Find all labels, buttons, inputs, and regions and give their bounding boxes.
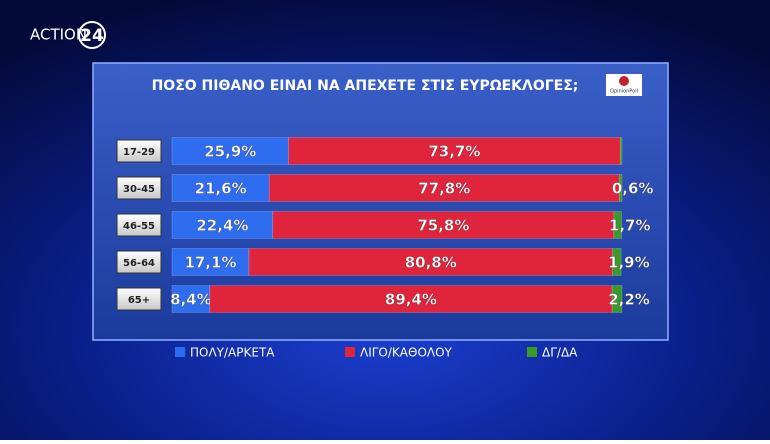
bar-segment (619, 174, 623, 202)
value-label: 22,4% (196, 217, 248, 235)
value-label: 21,6% (195, 180, 247, 198)
value-label: 8,4% (170, 291, 212, 309)
bar-segment (171, 248, 250, 276)
bar-segment (171, 174, 270, 202)
bar-segment (171, 285, 211, 313)
category-box (116, 176, 162, 200)
source-logo-mark (619, 76, 629, 86)
value-label: 0,6% (612, 180, 654, 198)
value-label: 89,4% (385, 291, 437, 309)
brand-ring (78, 21, 106, 49)
value-label: 17,1% (184, 254, 236, 272)
category-box (116, 213, 162, 237)
bar-segment (171, 137, 289, 165)
legend-label: ΔΓ/ΔΑ (542, 346, 578, 360)
category-label: 17-29 (123, 147, 155, 158)
source: OpinionPoll (610, 89, 638, 95)
value-label: 1,7% (609, 217, 651, 235)
value-label: 80,8% (405, 254, 457, 272)
bar-segment (248, 248, 613, 276)
legend-label: ΠΟΛΥ/ΑΡΚΕΤΑ (190, 346, 275, 360)
category-label: 56-64 (123, 258, 155, 269)
legend-label: ΛΙΓΟ/ΚΑΘΟΛΟΥ (360, 346, 453, 360)
category-box (116, 250, 162, 274)
bar-segment (272, 211, 615, 239)
bar-segment (171, 211, 274, 239)
legend-swatch (527, 347, 537, 357)
bar-segment (613, 211, 622, 239)
value-label: 2,2% (608, 291, 650, 309)
value-label: 77,8% (418, 180, 470, 198)
legend-swatch (175, 347, 185, 357)
category-box (116, 139, 162, 163)
value-label: 75,8% (417, 217, 469, 235)
brand-name: ACTION (30, 26, 87, 44)
category-label: 46-55 (123, 221, 155, 232)
legend-swatch (345, 347, 355, 357)
category-label: 30-45 (123, 184, 155, 195)
category-box (116, 287, 162, 311)
brand-number: 24 (80, 26, 104, 46)
bar-segment (209, 285, 613, 313)
bar-segment (611, 285, 623, 313)
value-label: 25,9% (204, 143, 256, 161)
value-label: 73,7% (428, 143, 480, 161)
bar-segment (612, 248, 622, 276)
category-label: 65+ (128, 295, 150, 306)
plot: 17-29 25,9% 73,7% 30-45 21,6% 77,8% 0,6% 46-55 2… (116, 137, 654, 360)
bar-segment (288, 137, 621, 165)
chart-title: ΠΟΣΟ ΠΙΘΑΝΟ ΕΙΝΑΙ ΝΑ ΑΠΕΧΕΤΕ ΣΤΙΣ ΕΥΡΩΕΚ… (152, 78, 579, 94)
bar-segment (619, 137, 623, 165)
value-label: 1,9% (608, 254, 650, 272)
